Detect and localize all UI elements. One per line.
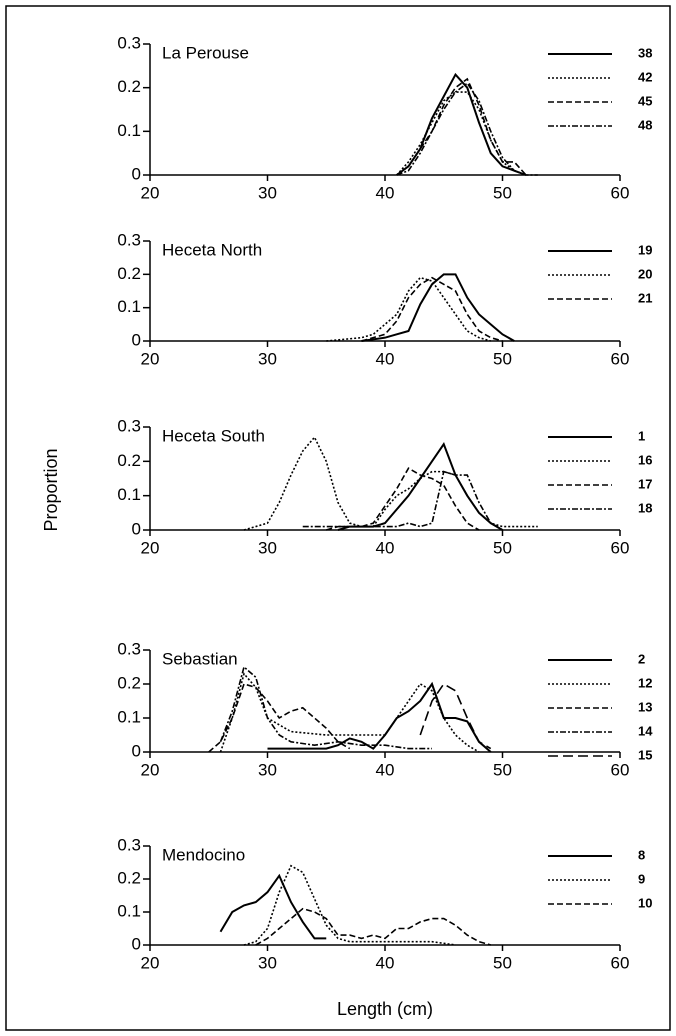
y-tick-label: 0.2 xyxy=(117,451,141,470)
legend-label: 8 xyxy=(638,847,645,862)
x-tick-label: 20 xyxy=(141,538,160,557)
legend-label: 45 xyxy=(638,93,652,108)
x-tick-label: 30 xyxy=(258,953,277,972)
y-tick-label: 0.3 xyxy=(117,33,141,52)
y-tick-label: 0.2 xyxy=(117,264,141,283)
y-tick-label: 0.1 xyxy=(117,121,141,140)
data-line xyxy=(255,907,491,946)
y-tick-label: 0 xyxy=(132,741,141,760)
data-line xyxy=(243,864,456,946)
legend-label: 48 xyxy=(638,117,652,132)
panel-title: Heceta South xyxy=(162,426,265,445)
y-tick-label: 0.2 xyxy=(117,77,141,96)
panel-title: Mendocino xyxy=(162,845,245,864)
x-tick-label: 50 xyxy=(493,183,512,202)
data-line xyxy=(208,683,351,753)
y-tick-label: 0 xyxy=(132,330,141,349)
legend-label: 18 xyxy=(638,500,652,515)
y-axis-label: Proportion xyxy=(41,448,61,531)
legend-label: 14 xyxy=(638,723,653,738)
x-tick-label: 50 xyxy=(493,538,512,557)
x-tick-label: 50 xyxy=(493,349,512,368)
x-tick-label: 40 xyxy=(376,538,395,557)
x-tick-label: 20 xyxy=(141,183,160,202)
panel-title: Heceta North xyxy=(162,240,262,259)
legend-label: 21 xyxy=(638,290,652,305)
y-tick-label: 0.3 xyxy=(117,416,141,435)
y-tick-label: 0 xyxy=(132,519,141,538)
x-tick-label: 60 xyxy=(611,349,630,368)
y-tick-label: 0.3 xyxy=(117,230,141,249)
data-line xyxy=(361,276,503,342)
data-line xyxy=(219,873,327,940)
panel-title: La Perouse xyxy=(162,43,249,62)
legend-label: 38 xyxy=(638,45,652,60)
x-axis-label: Length (cm) xyxy=(337,999,433,1019)
y-tick-label: 0.3 xyxy=(117,835,141,854)
y-tick-label: 0.1 xyxy=(117,297,141,316)
y-tick-label: 0.1 xyxy=(117,901,141,920)
x-tick-label: 20 xyxy=(141,760,160,779)
x-tick-label: 50 xyxy=(493,760,512,779)
legend-label: 15 xyxy=(638,747,652,762)
x-tick-label: 20 xyxy=(141,349,160,368)
x-tick-label: 30 xyxy=(258,183,277,202)
frame xyxy=(5,5,671,1031)
data-line xyxy=(337,442,504,531)
x-tick-label: 60 xyxy=(611,760,630,779)
legend-label: 17 xyxy=(638,476,652,491)
data-line xyxy=(396,82,538,176)
x-tick-label: 40 xyxy=(376,349,395,368)
legend-label: 13 xyxy=(638,699,652,714)
y-tick-label: 0.1 xyxy=(117,485,141,504)
data-line xyxy=(396,77,527,176)
y-tick-label: 0.3 xyxy=(117,639,141,658)
panel-title: Sebastian xyxy=(162,649,238,668)
data-line xyxy=(326,467,480,531)
legend-label: 16 xyxy=(638,452,652,467)
y-tick-label: 0.2 xyxy=(117,673,141,692)
y-tick-label: 0.1 xyxy=(117,707,141,726)
data-line xyxy=(267,681,492,753)
y-tick-label: 0 xyxy=(132,164,141,183)
x-tick-label: 30 xyxy=(258,349,277,368)
data-line xyxy=(419,682,492,750)
legend-label: 19 xyxy=(638,242,652,257)
legend-label: 42 xyxy=(638,69,652,84)
data-line xyxy=(219,665,432,750)
x-tick-label: 40 xyxy=(376,760,395,779)
x-tick-label: 20 xyxy=(141,953,160,972)
x-tick-label: 30 xyxy=(258,760,277,779)
legend-label: 2 xyxy=(638,651,645,666)
data-line xyxy=(361,273,515,342)
legend-label: 1 xyxy=(638,428,645,443)
legend-label: 20 xyxy=(638,266,652,281)
x-tick-label: 40 xyxy=(376,183,395,202)
y-tick-label: 0.2 xyxy=(117,868,141,887)
data-line xyxy=(396,91,527,176)
x-tick-label: 30 xyxy=(258,538,277,557)
data-line xyxy=(302,470,503,531)
legend-label: 9 xyxy=(638,871,645,886)
x-tick-label: 60 xyxy=(611,183,630,202)
x-tick-label: 50 xyxy=(493,953,512,972)
legend-label: 10 xyxy=(638,895,652,910)
x-tick-label: 40 xyxy=(376,953,395,972)
x-tick-label: 60 xyxy=(611,538,630,557)
y-tick-label: 0 xyxy=(132,934,141,953)
legend-label: 12 xyxy=(638,675,652,690)
data-line xyxy=(219,672,480,753)
x-tick-label: 60 xyxy=(611,953,630,972)
